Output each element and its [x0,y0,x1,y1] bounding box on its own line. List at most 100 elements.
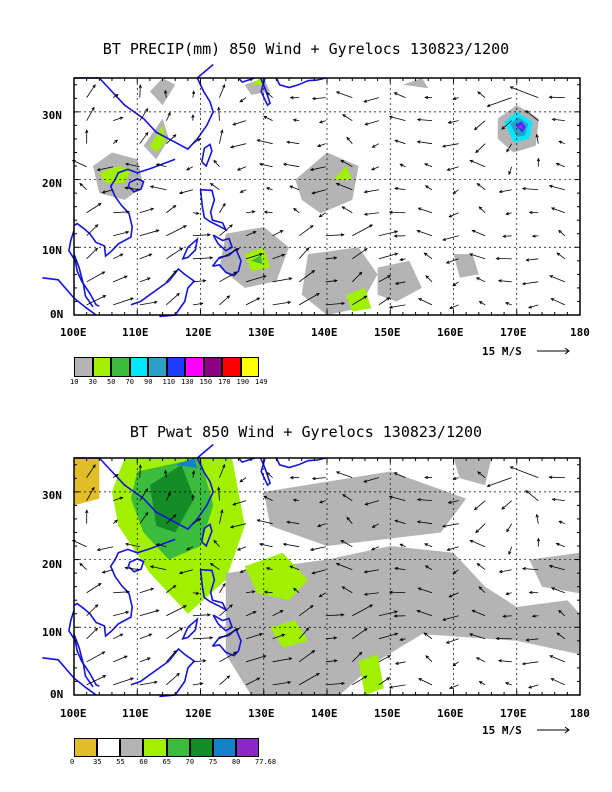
panel1-wind-arrow [446,258,459,264]
panel2-wind-arrowhead [94,604,99,608]
panel2-wind-arrow [477,471,486,478]
panel1-wind-arrow [501,120,512,130]
panel1-wind-arrowhead [394,252,399,256]
panel1-wind-arrow [192,138,201,145]
panel1-wind-arrowhead [555,162,560,166]
panel1-lon-150: 150E [374,326,401,339]
panel2-wind-arrow [526,638,539,641]
panel1-wind-arrowhead [124,186,129,190]
panel1-wind-arrowhead [286,140,291,144]
panel1-colorbar-swatch [92,357,111,377]
panel2-frame [73,457,581,696]
panel1-wind-arrow [210,183,220,191]
panel2-wind-arrowhead [471,609,476,613]
panel1-wind-arrowhead [259,253,264,257]
panel2-wind-arrow [219,651,237,663]
panel2-wind-arrow [112,519,118,524]
panel2-wind-arrow [283,543,300,548]
panel1-wind-arrow [549,185,565,191]
panel1-colorbar-swatch [240,357,259,377]
panel2-wind-arrow [298,650,315,663]
panel2-wind-arrow [298,605,314,617]
panel2-wind-arrowhead [311,571,316,575]
panel1-wind-arrowhead [222,83,226,88]
panel2-wind-arrow [389,496,406,502]
panel2-wind-arrowhead [447,500,452,504]
panel2-wind-arrowhead [293,587,297,592]
panel1-wind-arrow [113,253,123,260]
pwat-area [453,458,492,486]
panel1-colorbar-swatch [148,357,167,377]
panel1-wind-arrow [395,281,406,285]
panel2-wind-arrow [556,543,565,548]
precip-area [244,247,271,271]
panel1-wind-arrowhead [388,115,393,119]
coastline-segment [196,63,214,79]
panel1-wind-arrow [371,166,380,171]
panel1-wind-arrowhead [495,256,500,261]
reference-vector-arrowhead [564,347,570,355]
panel1-wind-arrowhead [256,297,261,301]
coastline-segment [68,610,100,687]
panel2-wind-arrowhead [185,547,190,551]
panel2-wind-arrowhead [126,590,130,594]
panel2-wind-arrowhead [213,539,217,544]
panel2-wind-arrowhead [119,496,124,500]
panel1-wind-arrowhead [442,237,446,241]
panel2-wind-arrowhead [506,528,510,533]
panel2-wind-arrowhead [387,655,391,659]
panel1-wind-arrow [325,302,345,306]
panel1-wind-arrow [364,189,379,193]
precip-area [295,152,359,214]
panel2-wind-arrowhead [239,479,244,483]
panel1-wind-arrow [166,270,177,283]
panel1-wind-arrowhead [452,190,457,195]
precip-area [402,78,429,89]
panel2-wind-arrowhead [263,590,268,594]
panel1-wind-arrow [186,166,194,171]
panel1-wind-arrow [113,231,129,237]
panel1-wind-arrow [341,206,353,214]
panel1-wind-arrowhead [536,157,541,162]
panel2-lat-30: 30N [42,489,62,502]
panel1-colorbar-swatch [111,357,130,377]
panel2-wind-arrowhead [207,613,211,617]
precip-area [510,117,529,137]
panel1-wind-arrow [395,187,406,191]
panel2-wind-arrow [298,627,309,640]
panel2-wind-arrow [325,614,344,617]
panel1-wind-arrow [319,212,326,218]
panel1-wind-arrowhead [209,182,214,187]
panel2-wind-arrowhead [527,685,532,689]
panel1-wind-arrowhead [318,213,323,218]
panel2-wind-arrow [418,587,433,594]
panel1-wind-arrow [417,230,433,237]
panel1-wind-arrowhead [252,231,257,235]
panel2-wind-arrow [549,655,565,663]
panel2-wind-arrow [503,615,512,617]
panel2-wind-arrowhead [424,475,429,480]
panel1-wind-arrow [559,140,565,145]
precip-area [333,166,353,180]
panel1-wind-arrowhead [265,187,270,191]
coastline-segment [259,77,272,107]
panel1-wind-arrowhead [501,126,506,130]
panel1-wind-arrowhead [79,182,83,187]
panel1-wind-arrowhead [183,225,187,229]
panel2-wind-arrowhead [191,494,195,498]
panel2-wind-arrowhead [172,584,177,589]
pwat-area [529,552,580,594]
panel1-wind-arrow [506,143,513,152]
pwat-area [244,552,308,601]
panel2-colorbar-label: 80 [231,758,241,766]
panel2-wind-arrowhead [505,591,510,596]
panel1-wind-arrow [447,166,459,171]
panel1-wind-arrow [298,270,315,283]
pwat-area [175,458,198,469]
panel2-wind-arrow [400,543,406,548]
panel2-wind-arrowhead [369,604,374,608]
panel2-wind-arrowhead [226,675,231,679]
panel2-wind-arrow [293,499,300,502]
panel1-wind-arrow [378,231,398,237]
panel2-wind-arrowhead [418,678,422,682]
